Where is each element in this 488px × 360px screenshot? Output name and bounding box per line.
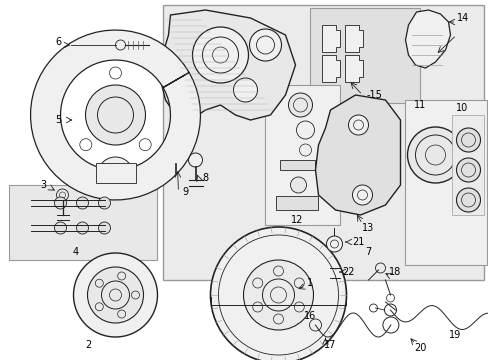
Text: 1: 1 [307,278,313,288]
Text: 7: 7 [365,247,371,257]
Circle shape [169,152,181,164]
Circle shape [192,27,248,83]
Text: 5: 5 [55,115,61,125]
Polygon shape [160,10,295,120]
Circle shape [290,177,306,193]
Text: 8: 8 [202,173,208,183]
Bar [276,196,318,210]
Circle shape [54,222,66,234]
Text: 11: 11 [413,100,426,110]
Text: 10: 10 [455,103,468,113]
Wedge shape [99,157,132,175]
Text: 6: 6 [55,37,61,47]
Circle shape [76,222,88,234]
Text: 4: 4 [72,247,79,257]
Bar [162,5,484,280]
Bar [280,160,315,170]
Text: 17: 17 [324,340,336,350]
Circle shape [98,197,110,209]
Bar [8,185,156,260]
Circle shape [348,115,368,135]
Circle shape [87,267,143,323]
Text: 16: 16 [304,311,316,321]
Bar [265,85,340,225]
Circle shape [456,128,480,152]
Polygon shape [322,25,340,52]
Text: 3: 3 [41,180,46,190]
Text: 2: 2 [85,340,91,350]
Polygon shape [345,25,363,52]
Circle shape [188,153,202,167]
Text: 12: 12 [291,215,303,225]
Polygon shape [345,55,363,82]
Bar [95,163,135,183]
Circle shape [85,85,145,145]
Circle shape [456,188,480,212]
Text: 9: 9 [182,187,188,197]
Circle shape [326,236,342,252]
Polygon shape [322,55,340,82]
Polygon shape [405,10,449,68]
Circle shape [352,185,372,205]
Text: 20: 20 [413,343,426,353]
Circle shape [249,29,281,61]
Circle shape [73,253,157,337]
Text: 22: 22 [342,267,354,277]
Polygon shape [31,30,200,200]
Circle shape [243,260,313,330]
Text: -15: -15 [366,90,382,100]
Bar [451,115,484,215]
Circle shape [98,222,110,234]
Circle shape [54,197,66,209]
Circle shape [233,78,257,102]
Polygon shape [315,95,400,215]
Bar [310,8,420,103]
Text: 14: 14 [456,13,468,23]
Text: 18: 18 [388,267,401,277]
Circle shape [407,127,463,183]
Text: 21: 21 [351,237,364,247]
Bar [405,100,487,265]
Text: 19: 19 [448,330,461,340]
Circle shape [456,158,480,182]
Text: 13: 13 [362,223,374,233]
Circle shape [288,93,312,117]
Circle shape [76,197,88,209]
Circle shape [210,227,346,360]
